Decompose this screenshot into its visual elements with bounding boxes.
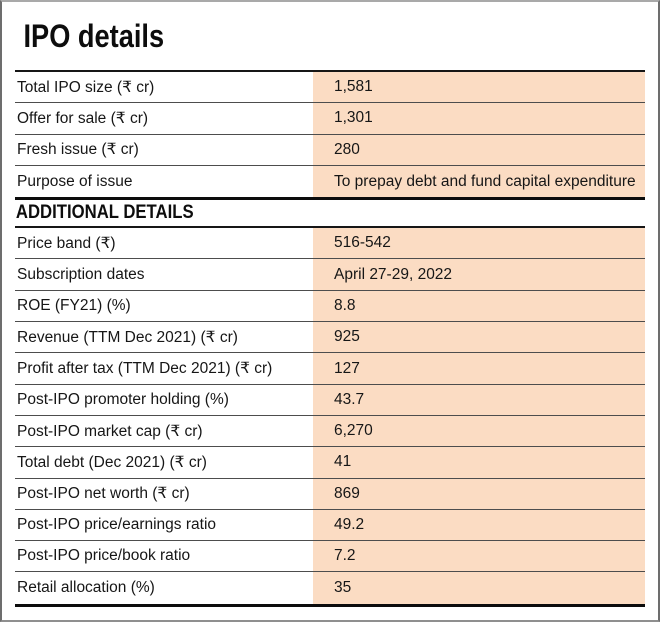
table-row: Post-IPO price/book ratio 7.2 bbox=[15, 541, 645, 573]
row-value: 1,301 bbox=[313, 103, 645, 134]
row-label: Revenue (TTM Dec 2021) (₹ cr) bbox=[17, 328, 238, 346]
row-value: 6,270 bbox=[313, 415, 645, 447]
table-row: Purpose of issue To prepay debt and fund… bbox=[15, 165, 645, 198]
additional-details-header-band: ADDITIONAL DETAILS bbox=[15, 200, 645, 226]
row-label: Offer for sale (₹ cr) bbox=[17, 109, 149, 127]
section-additional-details: Price band (₹) 516-542 Subscription date… bbox=[15, 228, 645, 604]
table-row: ROE (FY21) (%) 8.8 bbox=[15, 290, 645, 323]
row-label: Fresh issue (₹ cr) bbox=[17, 141, 139, 159]
row-value: 280 bbox=[313, 134, 645, 165]
row-label: Post-IPO price/earnings ratio bbox=[17, 516, 217, 533]
section-divider-rule bbox=[15, 197, 645, 201]
row-label: Subscription dates bbox=[17, 265, 145, 283]
table-row: Subscription dates April 27-29, 2022 bbox=[15, 259, 645, 291]
table-row: Offer for sale (₹ cr) 1,301 bbox=[15, 103, 645, 135]
row-value: 43.7 bbox=[313, 384, 645, 415]
table-row: Post-IPO price/earnings ratio 49.2 bbox=[15, 509, 645, 542]
row-label: Profit after tax (TTM Dec 2021) (₹ cr) bbox=[17, 360, 273, 378]
row-label: Total debt (Dec 2021) (₹ cr) bbox=[17, 453, 207, 471]
table-row: Retail allocation (%) 35 bbox=[15, 572, 645, 604]
table-row: Post-IPO promoter holding (%) 43.7 bbox=[15, 384, 645, 416]
section-header-rule bbox=[15, 226, 645, 229]
row-value: 35 bbox=[313, 572, 645, 604]
table-row: Fresh issue (₹ cr) 280 bbox=[15, 134, 645, 166]
section-ipo-size: Total IPO size (₹ cr) 1,581 Offer for sa… bbox=[15, 72, 645, 198]
row-label: Retail allocation (%) bbox=[17, 579, 155, 597]
row-label: ROE (FY21) (%) bbox=[17, 296, 131, 314]
row-label: Price band (₹) bbox=[17, 234, 116, 252]
table-row: Total debt (Dec 2021) (₹ cr) 41 bbox=[15, 447, 645, 479]
title-band: IPO details bbox=[15, 2, 645, 70]
row-label: Purpose of issue bbox=[17, 172, 133, 190]
row-label: Post-IPO promoter holding (%) bbox=[17, 390, 229, 408]
table-row: Profit after tax (TTM Dec 2021) (₹ cr) 1… bbox=[15, 353, 645, 385]
title-rule bbox=[15, 70, 645, 72]
row-value: April 27-29, 2022 bbox=[313, 259, 645, 290]
row-label: Post-IPO market cap (₹ cr) bbox=[17, 422, 203, 440]
row-value: To prepay debt and fund capital expendit… bbox=[313, 165, 645, 198]
row-value: 925 bbox=[313, 322, 645, 353]
row-value: 516-542 bbox=[313, 228, 645, 259]
table-row: Total IPO size (₹ cr) 1,581 bbox=[15, 72, 645, 104]
page-title: IPO details bbox=[23, 17, 165, 54]
row-value: 49.2 bbox=[313, 509, 645, 541]
table-row: Revenue (TTM Dec 2021) (₹ cr) 925 bbox=[15, 322, 645, 354]
row-value: 8.8 bbox=[313, 290, 645, 322]
row-value: 127 bbox=[313, 353, 645, 384]
row-label: Post-IPO net worth (₹ cr) bbox=[17, 485, 190, 503]
row-value: 869 bbox=[313, 478, 645, 509]
row-label: Total IPO size (₹ cr) bbox=[17, 78, 155, 96]
row-value: 7.2 bbox=[313, 541, 645, 572]
table-row: Post-IPO net worth (₹ cr) 869 bbox=[15, 478, 645, 510]
table-row: Post-IPO market cap (₹ cr) 6,270 bbox=[15, 415, 645, 448]
bottom-rule bbox=[15, 603, 645, 607]
row-value: 41 bbox=[313, 447, 645, 478]
row-label: Post-IPO price/book ratio bbox=[17, 547, 191, 565]
section-header: ADDITIONAL DETAILS bbox=[15, 202, 194, 224]
table-row: Price band (₹) 516-542 bbox=[15, 228, 645, 260]
row-value: 1,581 bbox=[313, 72, 645, 103]
